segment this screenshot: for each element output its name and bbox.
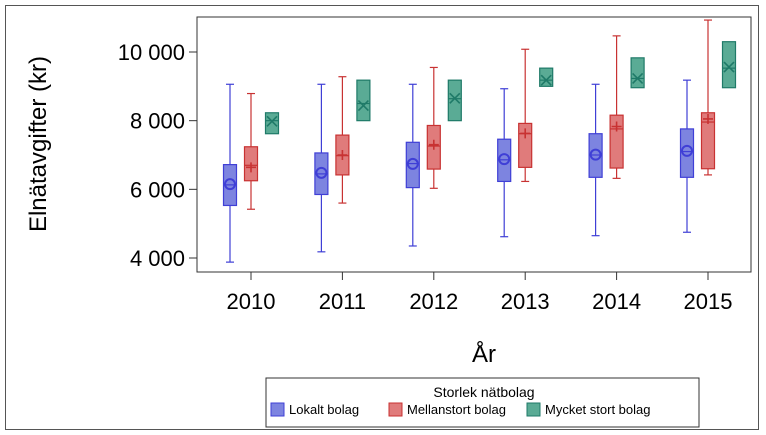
- box-1-5: [700, 19, 716, 176]
- box-body: [700, 112, 716, 170]
- mean-marker: [498, 153, 511, 166]
- box-0-5: [679, 79, 695, 233]
- mean-marker: [703, 113, 713, 124]
- box-body: [405, 141, 420, 189]
- mean-marker: [723, 61, 735, 73]
- legend-items: Lokalt bolag Mellanstort bolag Mycket stor…: [270, 402, 651, 417]
- box-0-1: [314, 83, 329, 253]
- box-0-0: [222, 83, 238, 263]
- y-tick-label: 8 000: [130, 109, 185, 134]
- mean-marker: [681, 144, 693, 157]
- mean-marker: [540, 74, 552, 86]
- x-tick-label: 2015: [684, 289, 733, 314]
- legend-label: Mellanstort bolag: [407, 402, 506, 417]
- box-2-3: [539, 67, 554, 87]
- legend-item-0: Lokalt bolag: [270, 402, 359, 417]
- box-1-0: [243, 92, 259, 210]
- mean-marker: [611, 121, 622, 132]
- box-body: [518, 122, 533, 168]
- mean-marker: [246, 162, 256, 173]
- box-0-2: [405, 83, 420, 247]
- y-tick-label: 6 000: [130, 177, 185, 202]
- box-2-0: [264, 112, 280, 135]
- legend-swatch: [526, 402, 541, 417]
- legend-swatch: [270, 402, 285, 417]
- box-body: [630, 57, 645, 89]
- mean-marker: [224, 178, 236, 191]
- x-tick-label: 2014: [592, 289, 641, 314]
- legend-item-1: Mellanstort bolag: [388, 402, 506, 417]
- x-tick-label: 2011: [319, 289, 366, 314]
- legend-label: Mycket stort bolag: [545, 402, 651, 417]
- mean-marker: [520, 128, 531, 139]
- mean-marker: [589, 148, 602, 161]
- mean-marker: [449, 92, 461, 104]
- mean-marker: [357, 99, 369, 112]
- x-tick-label: 2012: [409, 289, 458, 314]
- legend-swatch: [388, 402, 403, 417]
- x-tick-label: 2010: [227, 289, 276, 314]
- box-2-4: [630, 57, 645, 89]
- legend-item-2: Mycket stort bolag: [526, 402, 651, 417]
- box-0-3: [497, 88, 512, 238]
- x-axis-title: År: [472, 340, 496, 368]
- mean-marker: [632, 72, 644, 85]
- mean-marker: [428, 139, 439, 150]
- box-1-3: [518, 48, 533, 183]
- box-body: [447, 79, 462, 122]
- box-2-5: [721, 41, 737, 89]
- box-body: [721, 41, 737, 89]
- legend: Storlek nätbolag Lokalt bolag Mellanstort…: [265, 377, 700, 428]
- plot-area: [196, 16, 752, 273]
- box-1-1: [335, 76, 350, 204]
- mean-marker: [315, 166, 328, 179]
- box-series-group: [222, 19, 737, 263]
- y-axis-title: Elnätavgifter (kr): [25, 56, 52, 232]
- y-axis: 4 000 6 000 8 000 10 000: [118, 40, 197, 271]
- legend-label: Lokalt bolag: [289, 402, 359, 417]
- box-body: [539, 67, 554, 87]
- box-body: [679, 128, 695, 178]
- mean-marker: [337, 150, 348, 160]
- legend-title: Storlek nätbolag: [433, 384, 534, 400]
- series-0: [222, 79, 695, 263]
- y-tick-label: 10 000: [118, 40, 185, 65]
- series-2: [264, 41, 737, 135]
- legend-box: [265, 377, 700, 428]
- box-0-4: [588, 83, 603, 237]
- x-axis: 2010 2011 2012 2013 2014 2015: [227, 272, 733, 314]
- box-1-4: [609, 35, 624, 179]
- box-2-2: [447, 79, 462, 122]
- x-tick-label: 2013: [501, 289, 550, 314]
- y-tick-label: 4 000: [130, 246, 185, 271]
- box-body: [356, 79, 371, 122]
- box-2-1: [356, 79, 371, 122]
- mean-marker: [266, 115, 278, 127]
- series-1: [243, 19, 716, 210]
- box-1-2: [426, 66, 441, 189]
- mean-marker: [406, 157, 419, 170]
